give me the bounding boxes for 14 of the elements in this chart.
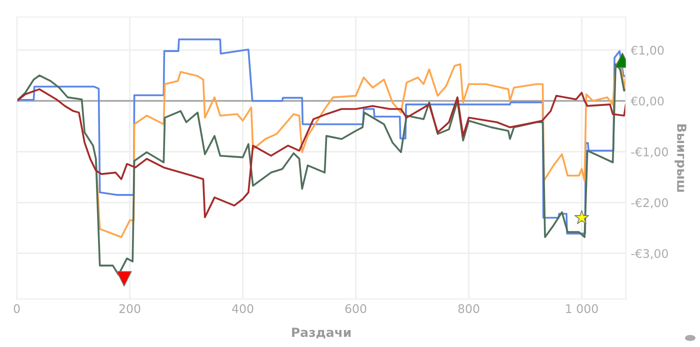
line-series: [16, 88, 626, 218]
y-tick-label: -€3,00: [631, 249, 668, 260]
y-tick-label: -€1,00: [631, 147, 668, 158]
x-tick-label: 1 000: [566, 304, 598, 314]
y-tick-label: €1,00: [630, 46, 664, 56]
x-tick-label: 800: [458, 304, 480, 314]
x-tick-label: 600: [345, 304, 366, 314]
y-tick-label: €0,00: [630, 96, 664, 107]
y-axis-title: Выигрыш: [674, 124, 686, 192]
x-axis-title: Раздачи: [292, 328, 351, 339]
x-tick-label: 400: [232, 304, 254, 314]
x-tick-label: 0: [14, 304, 20, 314]
x-tick-label: 200: [119, 304, 140, 314]
y-tick-label: -€2,00: [631, 198, 668, 208]
